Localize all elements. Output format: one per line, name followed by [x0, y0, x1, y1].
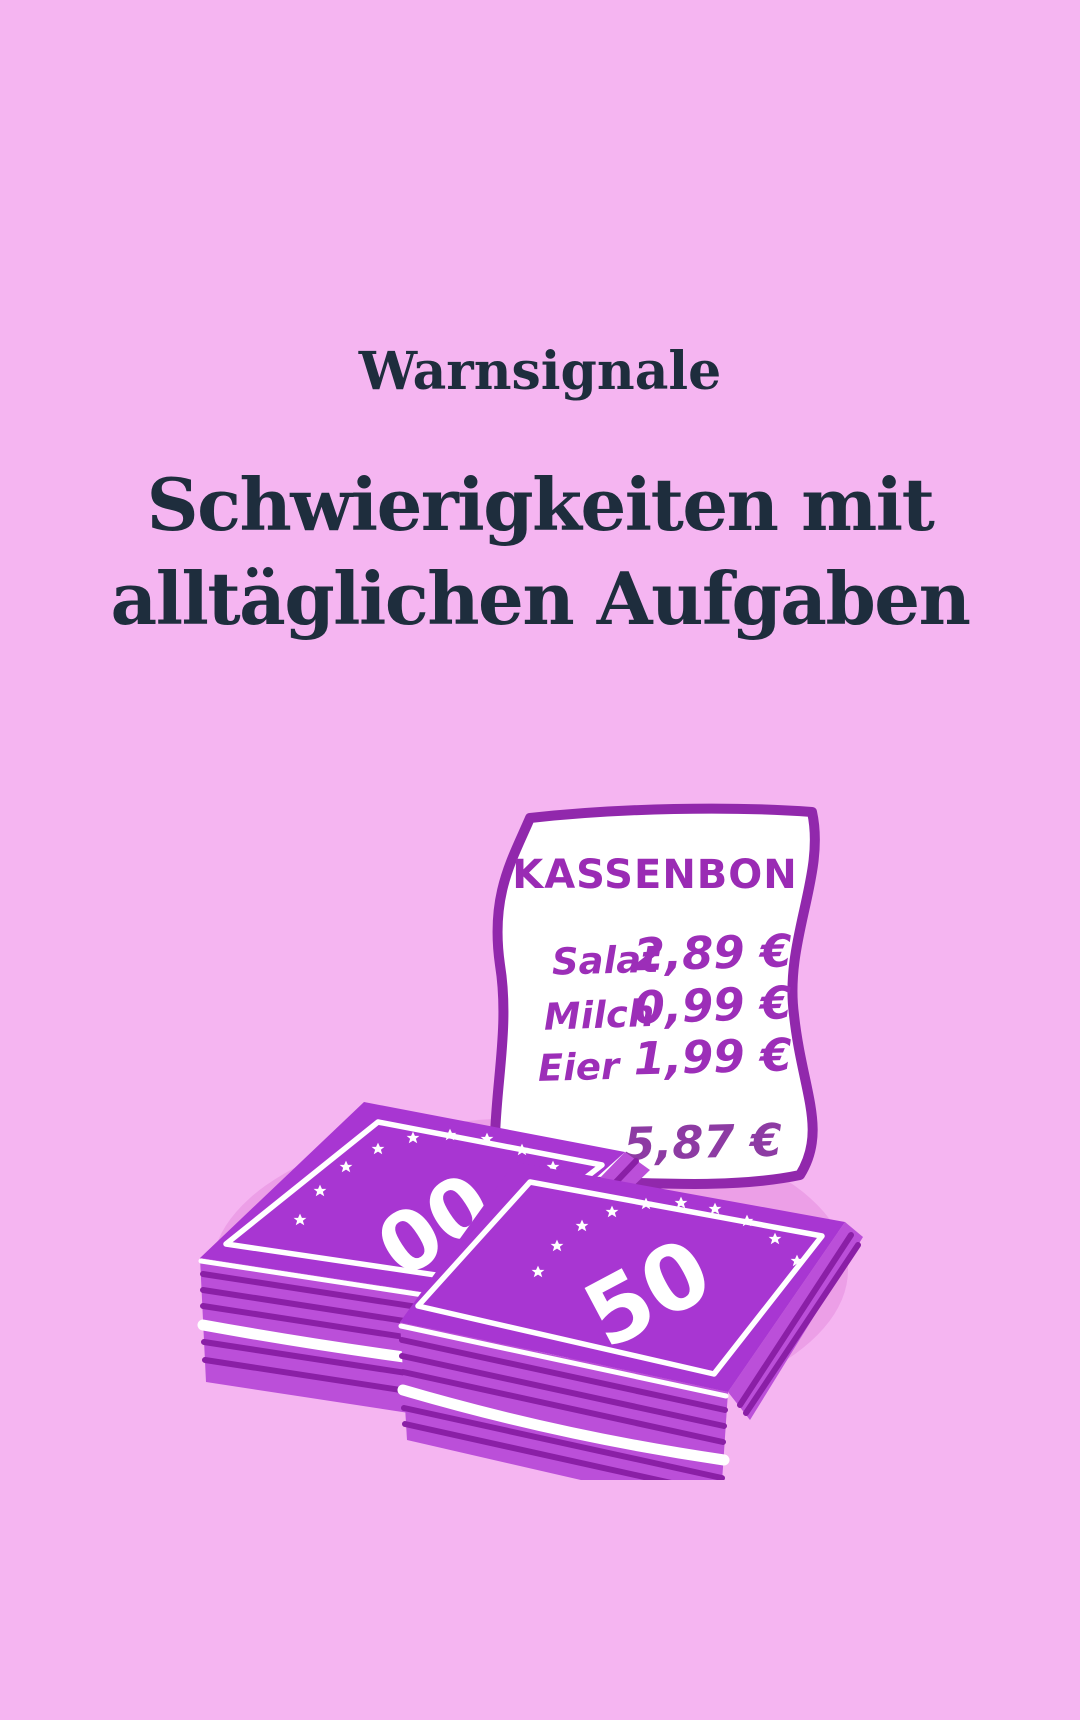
receipt-item-price: 1,99 € — [633, 1028, 792, 1085]
headline-line-2: alltäglichen Aufgaben — [110, 555, 971, 641]
receipt-item-name: Milch — [543, 992, 655, 1039]
kicker-text: Warnsignale — [358, 341, 722, 402]
receipt-item-price: 2,89 € — [633, 924, 792, 981]
receipt-total: 5,87 € — [623, 1114, 782, 1171]
receipt-paper — [489, 803, 820, 1189]
banknote-stack-front: 50 — [397, 1162, 863, 1480]
receipt-item-price: 0,99 € — [633, 976, 793, 1034]
receipt: KASSENBON Salat 2,89 € Milch 0,99 € Eier… — [489, 803, 820, 1189]
receipt-title: KASSENBON — [512, 852, 798, 898]
receipt-item-name: Eier — [537, 1045, 622, 1090]
headline-line-1: Schwierigkeiten mit — [146, 462, 935, 547]
receipt-item-name: Salat — [551, 938, 660, 984]
banknote-inner-border — [415, 1179, 825, 1377]
page-title: Schwierigkeiten mit alltäglichen Aufgabe… — [0, 458, 1080, 645]
money-receipt-illustration: KASSENBON Salat 2,89 € Milch 0,99 € Eier… — [197, 803, 863, 1480]
